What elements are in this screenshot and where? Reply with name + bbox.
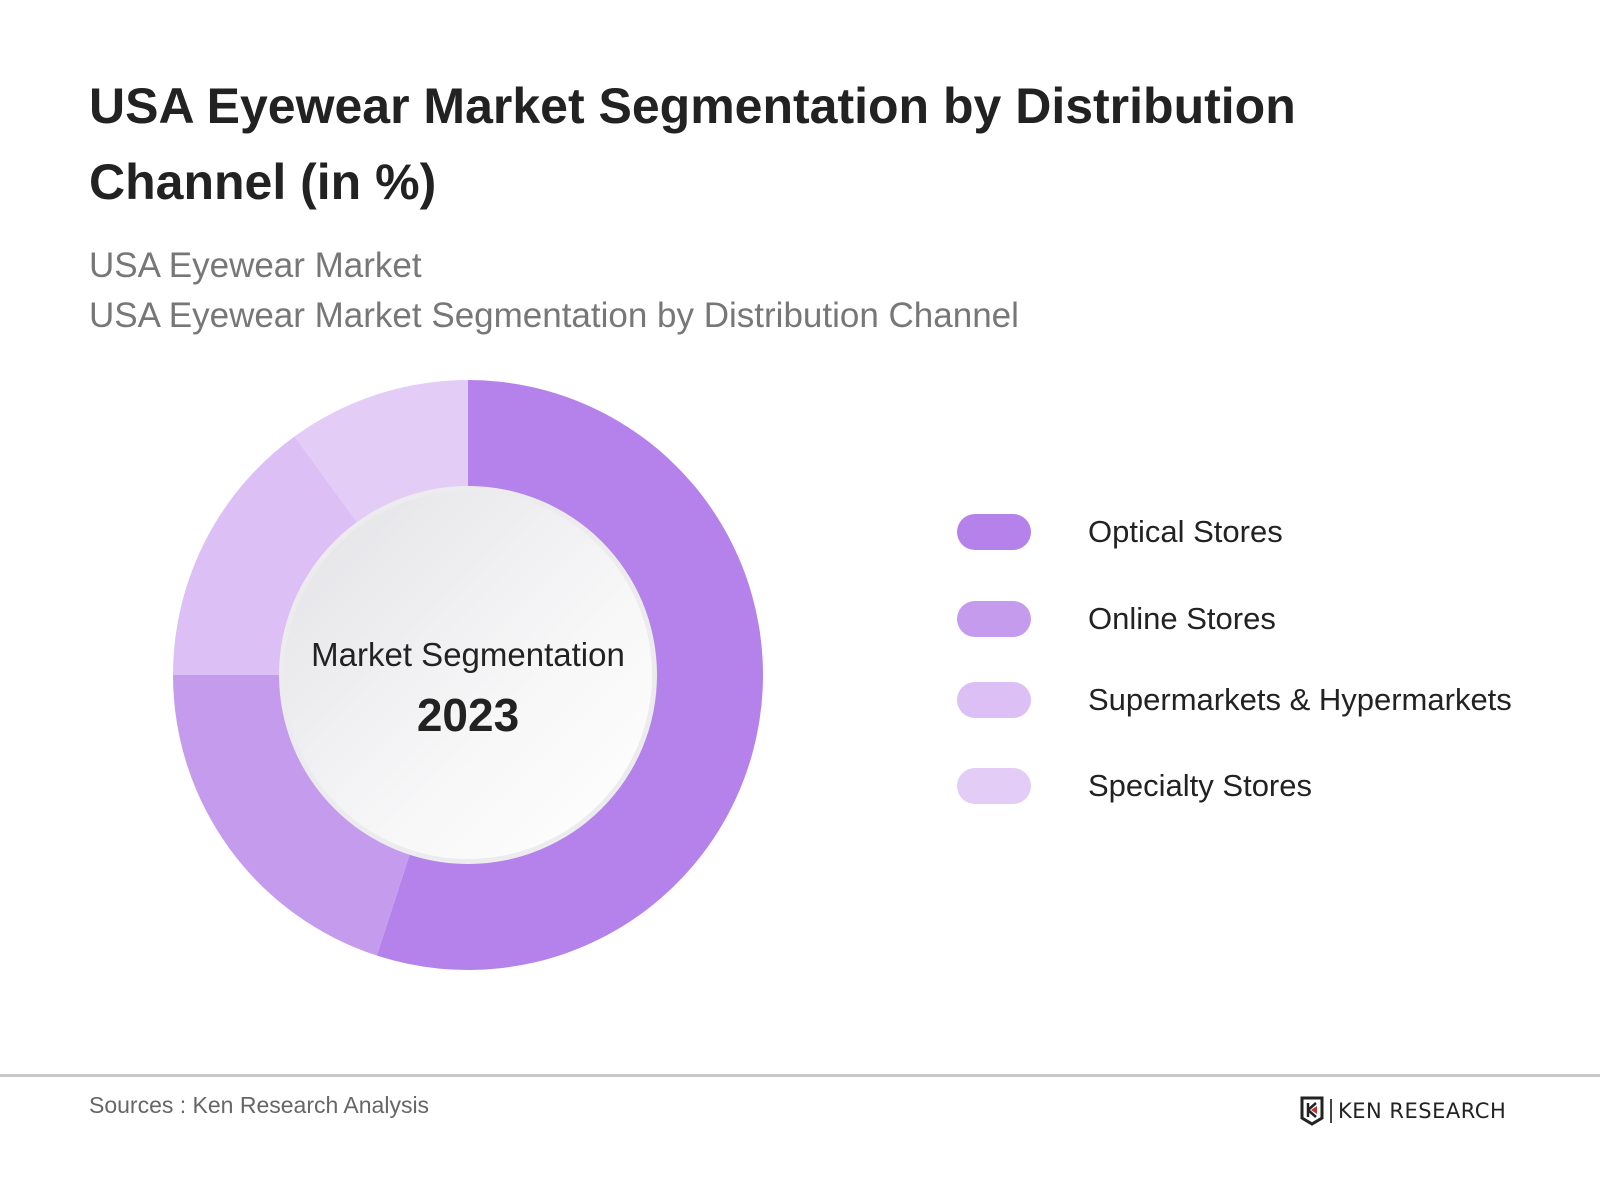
legend-swatch <box>957 682 1031 718</box>
legend-item: Supermarkets & Hypermarkets <box>957 680 1512 720</box>
legend-label: Online Stores <box>1088 601 1276 636</box>
legend-label: Optical Stores <box>1088 514 1283 549</box>
legend-item: Specialty Stores <box>957 766 1312 806</box>
ken-research-logo: KEN RESEARCH <box>1300 1096 1506 1126</box>
slice-online-stores <box>173 675 422 956</box>
legend-swatch <box>957 514 1031 550</box>
subtitle-market: USA Eyewear Market <box>89 246 422 285</box>
legend-label: Supermarkets & Hypermarkets <box>1088 682 1512 717</box>
ken-research-logo-icon <box>1300 1096 1324 1126</box>
subtitle-segmentation: USA Eyewear Market Segmentation by Distr… <box>89 296 1019 335</box>
legend-swatch <box>957 768 1031 804</box>
chart-title: USA Eyewear Market Segmentation by Distr… <box>89 78 1296 210</box>
legend-item: Optical Stores <box>957 512 1283 552</box>
legend-item: Online Stores <box>957 599 1276 639</box>
legend-label: Specialty Stores <box>1088 768 1312 803</box>
legend-swatch <box>957 601 1031 637</box>
center-year: 2023 <box>416 689 520 741</box>
center-label: Market Segmentation <box>311 636 625 673</box>
logo-text: KEN RESEARCH <box>1338 1099 1507 1123</box>
footer-divider <box>0 1074 1600 1077</box>
slice-optical-stores <box>376 380 764 970</box>
center-disc <box>284 491 652 859</box>
sources-text: Sources : Ken Research Analysis <box>89 1092 430 1118</box>
